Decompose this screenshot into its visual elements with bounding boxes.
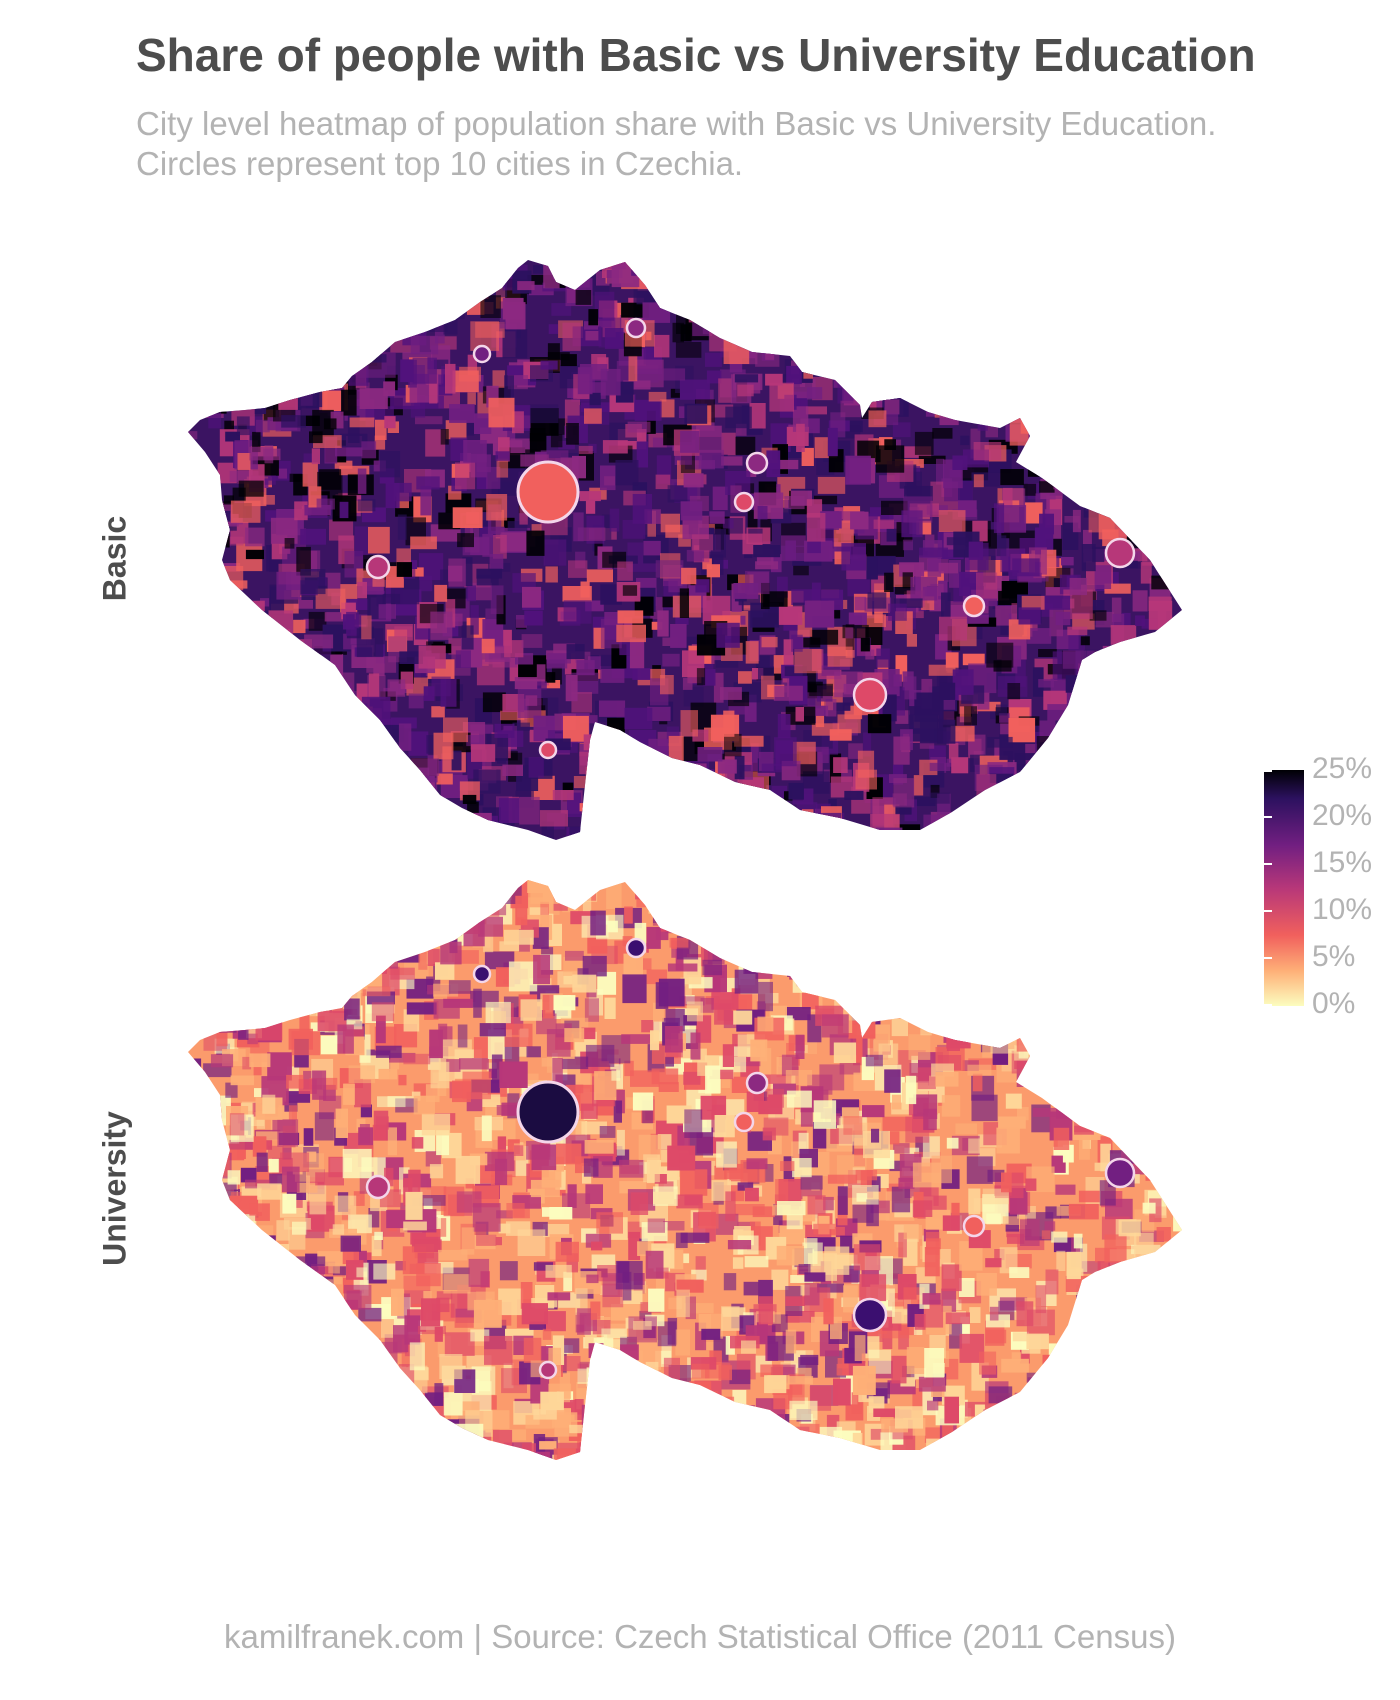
map-texture (188, 880, 1182, 1460)
maps-canvas (188, 260, 1182, 1460)
panel-label-university: University (96, 1111, 133, 1266)
city-marker (733, 1111, 755, 1133)
legend-tick-20: 20% (1312, 799, 1373, 832)
basic-panel (188, 260, 1182, 840)
legend-tick-0: 0% (1312, 987, 1356, 1020)
city-marker (538, 1360, 558, 1380)
city-marker (516, 1080, 580, 1144)
city-marker (733, 491, 755, 513)
legend-tick-15: 15% (1312, 846, 1373, 879)
subtitle-line-1: City level heatmap of population share w… (136, 105, 1217, 142)
chart-title: Share of people with Basic vs University… (136, 29, 1256, 81)
university-panel (188, 880, 1182, 1460)
city-marker (365, 554, 391, 580)
city-marker (472, 344, 492, 364)
legend-tick-10: 10% (1312, 893, 1373, 926)
city-marker (852, 1297, 888, 1333)
city-marker (538, 740, 558, 760)
subtitle-line-2: Circles represent top 10 cities in Czech… (136, 145, 744, 182)
city-marker (852, 677, 888, 713)
city-marker (1104, 1157, 1136, 1189)
city-marker (516, 460, 580, 524)
city-marker (625, 317, 647, 339)
city-marker (365, 1174, 391, 1200)
legend-tick-5: 5% (1312, 940, 1356, 973)
chart-subtitle: City level heatmap of population share w… (136, 104, 1216, 184)
city-marker (472, 964, 492, 984)
legend-colorbar (1264, 770, 1304, 1006)
city-marker (745, 451, 769, 475)
city-marker (745, 1071, 769, 1095)
city-marker (1104, 537, 1136, 569)
legend-tick-25: 25% (1312, 752, 1373, 785)
city-marker (962, 594, 986, 618)
source-caption: kamilfranek.com | Source: Czech Statisti… (224, 1618, 1176, 1655)
city-marker (625, 937, 647, 959)
panel-label-basic: Basic (96, 515, 133, 602)
city-marker (962, 1214, 986, 1238)
map-texture (188, 260, 1182, 840)
